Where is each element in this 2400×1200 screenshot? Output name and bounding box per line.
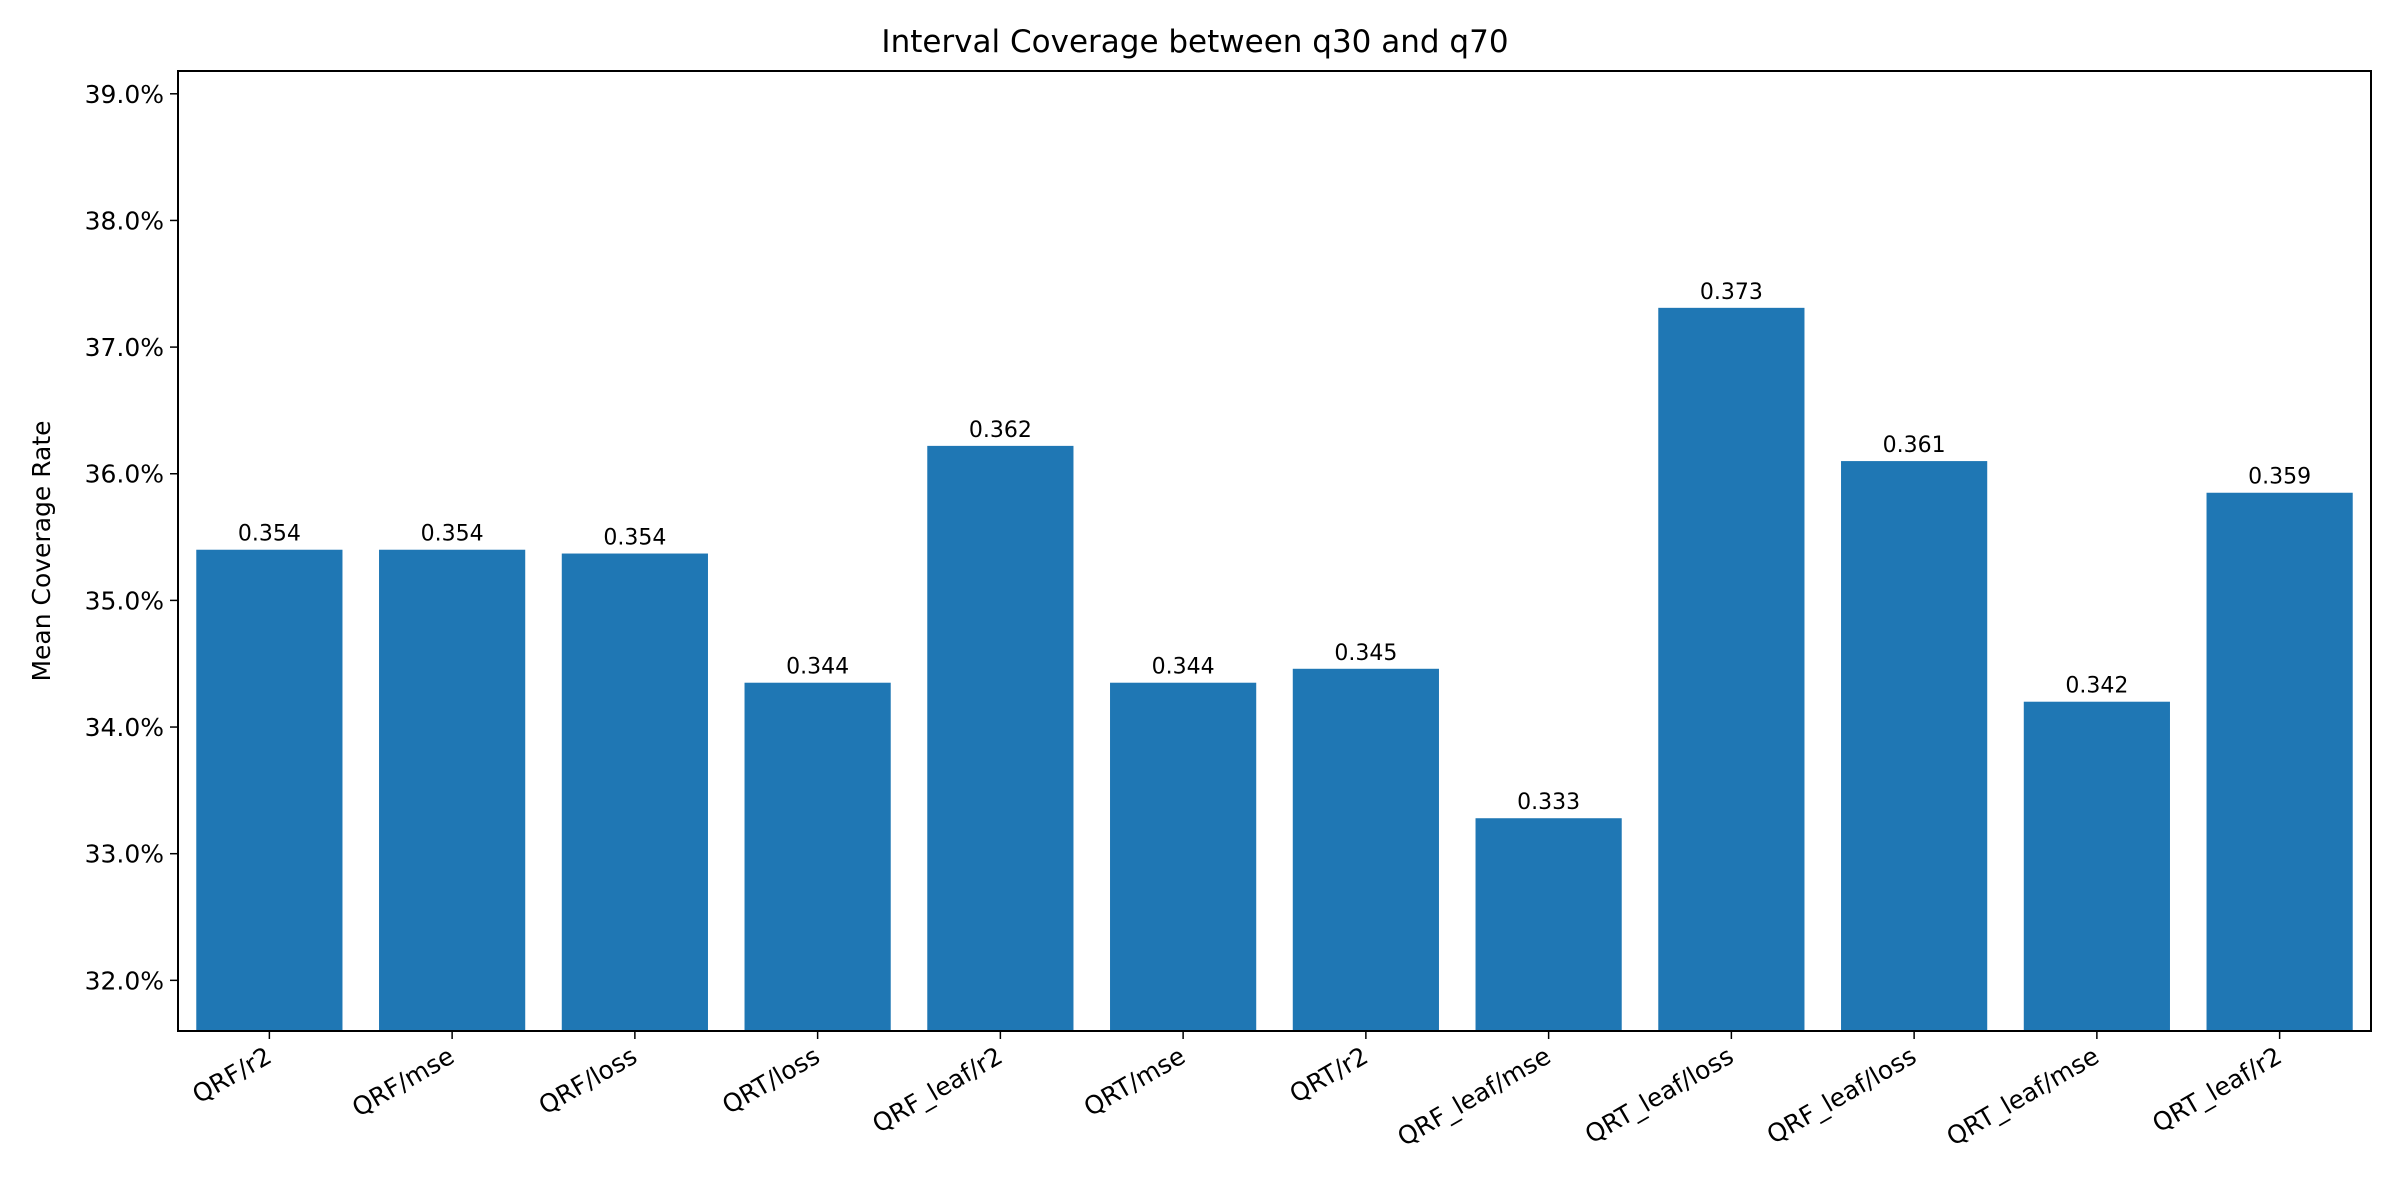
y-tick-label: 32.0% (85, 966, 164, 995)
bar (1841, 461, 1988, 1031)
bar (379, 549, 526, 1031)
bar-value-label: 0.362 (969, 418, 1032, 443)
y-axis-label: Mean Coverage Rate (27, 420, 56, 681)
bar (2206, 492, 2353, 1031)
bar (1292, 668, 1439, 1031)
x-tick-label: QRF/mse (347, 1041, 459, 1122)
bar (1475, 818, 1622, 1031)
bar (927, 445, 1074, 1032)
plot-frame (177, 70, 2372, 1032)
x-tick-label: QRT/loss (717, 1041, 824, 1120)
bar (1110, 682, 1257, 1031)
x-tick-label: QRT/mse (1079, 1041, 1190, 1122)
bar (2023, 701, 2170, 1031)
bar-value-label: 0.373 (1700, 280, 1763, 305)
bar-value-label: 0.354 (603, 526, 666, 551)
bar (196, 549, 343, 1031)
bar (744, 682, 891, 1031)
bar-value-label: 0.354 (238, 522, 301, 547)
x-tick-label: QRT/r2 (1285, 1041, 1373, 1109)
bar-value-label: 0.344 (786, 655, 849, 680)
x-tick-label: QRF_leaf/mse (1393, 1041, 1556, 1152)
x-tick-label: QRF_leaf/r2 (867, 1041, 1007, 1139)
y-tick-label: 35.0% (85, 586, 164, 615)
bars-group: 0.354 0.354 0.354 0.344 0.362 0.344 0.345 0.333… (196, 280, 2353, 1032)
bar-value-label: 0.344 (1152, 655, 1215, 680)
bar-value-label: 0.333 (1517, 790, 1580, 815)
x-tick-label: QRT_leaf/r2 (2147, 1041, 2286, 1138)
x-tick-label: QRF/loss (534, 1041, 642, 1120)
bar-value-label: 0.359 (2248, 465, 2311, 490)
bar-value-label: 0.345 (1334, 641, 1397, 666)
x-axis: QRF/r2 QRF/mse QRF/loss QRT/loss QRF_leaf/r2… (187, 1031, 2287, 1152)
y-tick-label: 33.0% (85, 840, 164, 869)
x-tick-label: QRT_leaf/mse (1942, 1041, 2104, 1151)
y-tick-label: 38.0% (85, 206, 164, 235)
x-tick-label: QRF/r2 (187, 1041, 276, 1109)
bar (1658, 307, 1805, 1032)
y-tick-label: 39.0% (85, 80, 164, 109)
y-tick-label: 37.0% (85, 333, 164, 362)
y-tick-label: 34.0% (85, 713, 164, 742)
bar-value-label: 0.361 (1883, 433, 1946, 458)
chart-title: Interval Coverage between q30 and q70 (881, 24, 1508, 60)
x-tick-label: QRT_leaf/loss (1580, 1041, 1738, 1149)
bar (561, 553, 708, 1031)
y-axis: 32.0% 33.0% 34.0% 35.0% 36.0% 37.0% 38.0% 39.0% (85, 80, 178, 995)
x-tick-label: QRF_leaf/loss (1762, 1041, 1921, 1150)
y-tick-label: 36.0% (85, 460, 164, 489)
bar-value-label: 0.354 (421, 522, 484, 547)
bar-value-label: 0.342 (2065, 674, 2128, 699)
